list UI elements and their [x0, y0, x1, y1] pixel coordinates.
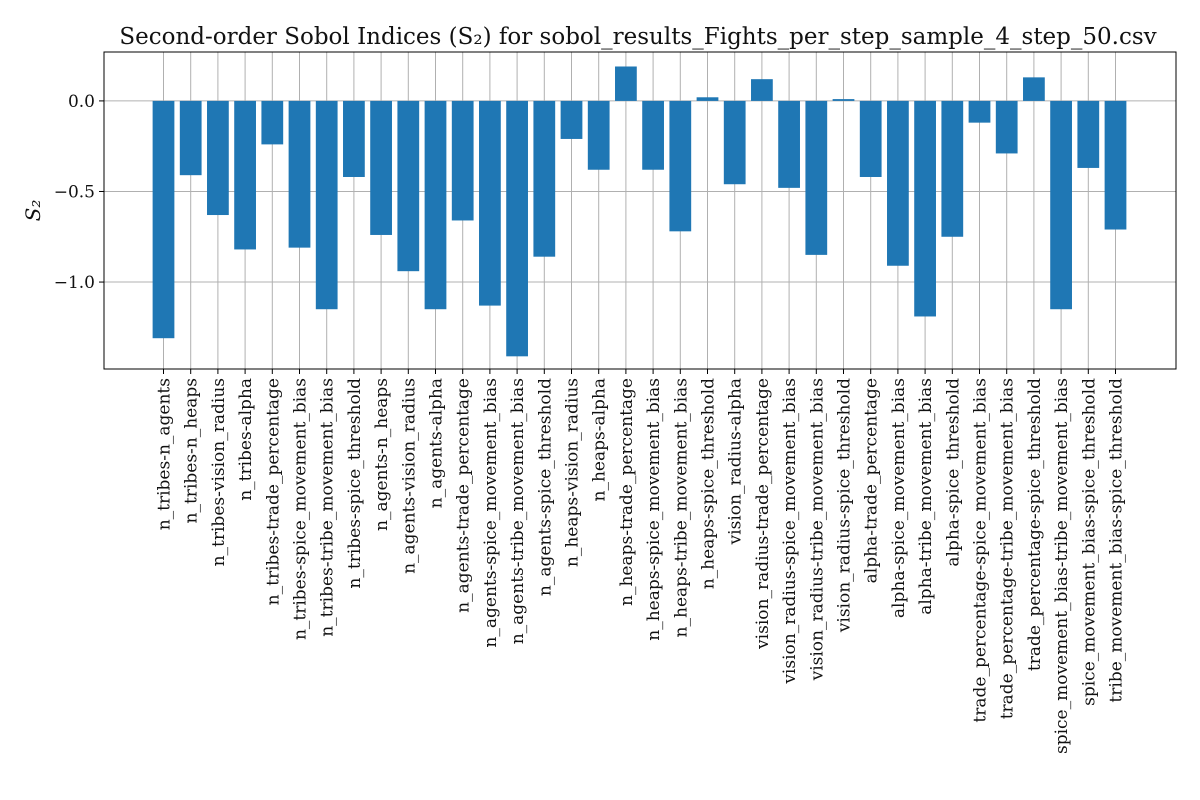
chart-title: Second-order Sobol Indices (S₂) for sobo… — [119, 24, 1156, 50]
y-tick-label: −0.5 — [54, 182, 95, 202]
bar-trade_percentage-spice_movement_bias — [968, 100, 991, 123]
x-tick-label: n_heaps-trade_percentage — [617, 378, 637, 606]
bar-alpha-spice_movement_bias — [887, 100, 909, 266]
x-tick-label: alpha-spice_movement_bias — [889, 378, 909, 618]
bar-n_agents-trade_percentage — [451, 100, 474, 221]
bar-n_heaps-alpha — [587, 100, 610, 170]
bar-n_agents-alpha — [424, 100, 447, 310]
x-tick-label: vision_radius-tribe_movement_bias — [807, 378, 827, 681]
x-tick-label: n_heaps-vision_radius — [563, 378, 583, 567]
bars — [152, 66, 1127, 357]
x-tick-label: spice_movement_bias-spice_threshold — [1079, 378, 1099, 706]
bar-n_agents-spice_threshold — [533, 100, 556, 257]
bar-spice_movement_bias-spice_threshold — [1077, 100, 1100, 168]
x-tick-label: n_heaps-spice_movement_bias — [644, 378, 664, 641]
bar-n_tribes-spice_movement_bias — [288, 100, 311, 248]
x-tick-label: vision_radius-alpha — [726, 378, 746, 545]
bar-vision_radius-alpha — [723, 100, 746, 185]
y-axis-ticks: 0.0 −0.5 −1.0 — [54, 92, 104, 293]
bar-alpha-spice_threshold — [941, 100, 964, 237]
bar-n_tribes-vision_radius — [207, 100, 229, 216]
x-tick-label: n_tribes-n_heaps — [182, 378, 202, 523]
bar-vision_radius-spice_movement_bias — [778, 100, 800, 188]
x-tick-label: n_agents-n_heaps — [372, 378, 392, 531]
bar-n_agents-spice_movement_bias — [479, 100, 501, 306]
x-tick-label: trade_percentage-spice_movement_bias — [971, 378, 991, 723]
bar-n_agents-vision_radius — [397, 100, 420, 272]
x-tick-label: trade_percentage-spice_threshold — [1025, 378, 1045, 671]
plot-frame — [103, 51, 1177, 370]
x-tick-label: n_heaps-spice_threshold — [699, 378, 719, 589]
x-tick-label: n_agents-spice_movement_bias — [481, 378, 501, 648]
bar-vision_radius-tribe_movement_bias — [805, 100, 828, 255]
x-tick-label: vision_radius-trade_percentage — [753, 378, 773, 650]
bar-alpha-trade_percentage — [859, 100, 882, 177]
x-tick-label: n_heaps-tribe_movement_bias — [671, 378, 691, 637]
bar-n_heaps-spice_movement_bias — [642, 100, 664, 170]
x-tick-label: trade_percentage-tribe_movement_bias — [998, 378, 1018, 719]
x-tick-label: alpha-spice_threshold — [943, 378, 963, 567]
x-tick-label: vision_radius-spice_threshold — [835, 378, 855, 633]
x-tick-label: n_agents-tribe_movement_bias — [508, 378, 528, 644]
bar-n_heaps-trade_percentage — [615, 66, 637, 101]
x-tick-label: n_agents-vision_radius — [399, 378, 419, 574]
bar-spice_movement_bias-tribe_movement_bias — [1050, 100, 1072, 310]
grid-lines — [104, 52, 1176, 369]
bar-alpha-tribe_movement_bias — [914, 100, 936, 317]
x-tick-label: vision_radius-spice_movement_bias — [780, 378, 800, 685]
x-tick-label: spice_movement_bias-tribe_movement_bias — [1052, 378, 1072, 754]
x-tick-label: tribe_movement_bias-spice_threshold — [1107, 378, 1127, 703]
bar-n_tribes-trade_percentage — [261, 100, 284, 145]
bar-n_agents-tribe_movement_bias — [506, 100, 528, 357]
x-tick-label: n_agents-trade_percentage — [454, 378, 474, 613]
bar-trade_percentage-spice_threshold — [1023, 77, 1045, 101]
bar-vision_radius-trade_percentage — [751, 79, 773, 101]
bar-tribe_movement_bias-spice_threshold — [1104, 100, 1127, 230]
x-tick-label: n_heaps-alpha — [590, 378, 610, 501]
y-tick-label: 0.0 — [68, 92, 95, 112]
bar-trade_percentage-tribe_movement_bias — [995, 100, 1018, 154]
bar-n_heaps-spice_threshold — [696, 97, 719, 101]
bar-vision_radius-spice_threshold — [832, 99, 855, 101]
bar-n_tribes-n_agents — [152, 100, 175, 339]
bar-n_tribes-n_heaps — [179, 100, 202, 176]
x-tick-label: n_tribes-tribe_movement_bias — [318, 378, 338, 637]
x-tick-label: alpha-tribe_movement_bias — [916, 378, 936, 615]
y-tick-label: −1.0 — [54, 273, 95, 293]
bar-n_tribes-tribe_movement_bias — [315, 100, 338, 310]
x-tick-label: n_tribes-spice_movement_bias — [291, 378, 311, 640]
x-tick-label: n_agents-alpha — [427, 378, 447, 508]
y-axis-label: S₂ — [21, 200, 45, 222]
bar-n_tribes-spice_threshold — [343, 100, 365, 177]
x-tick-label: alpha-trade_percentage — [862, 378, 882, 583]
x-tick-label: n_tribes-vision_radius — [209, 378, 229, 566]
bar-n_heaps-vision_radius — [560, 100, 583, 139]
x-axis-ticks: n_tribes-n_agents n_tribes-n_heaps n_tribe… — [155, 369, 1127, 754]
bar-n_agents-n_heaps — [370, 100, 392, 235]
bar-n_tribes-alpha — [234, 100, 256, 250]
bar-n_heaps-tribe_movement_bias — [669, 100, 692, 232]
x-tick-label: n_agents-spice_threshold — [535, 378, 555, 596]
x-tick-label: n_tribes-alpha — [236, 378, 256, 501]
x-tick-label: n_tribes-trade_percentage — [263, 378, 283, 605]
x-tick-label: n_tribes-spice_threshold — [345, 378, 365, 589]
x-tick-label: n_tribes-n_agents — [155, 378, 175, 530]
